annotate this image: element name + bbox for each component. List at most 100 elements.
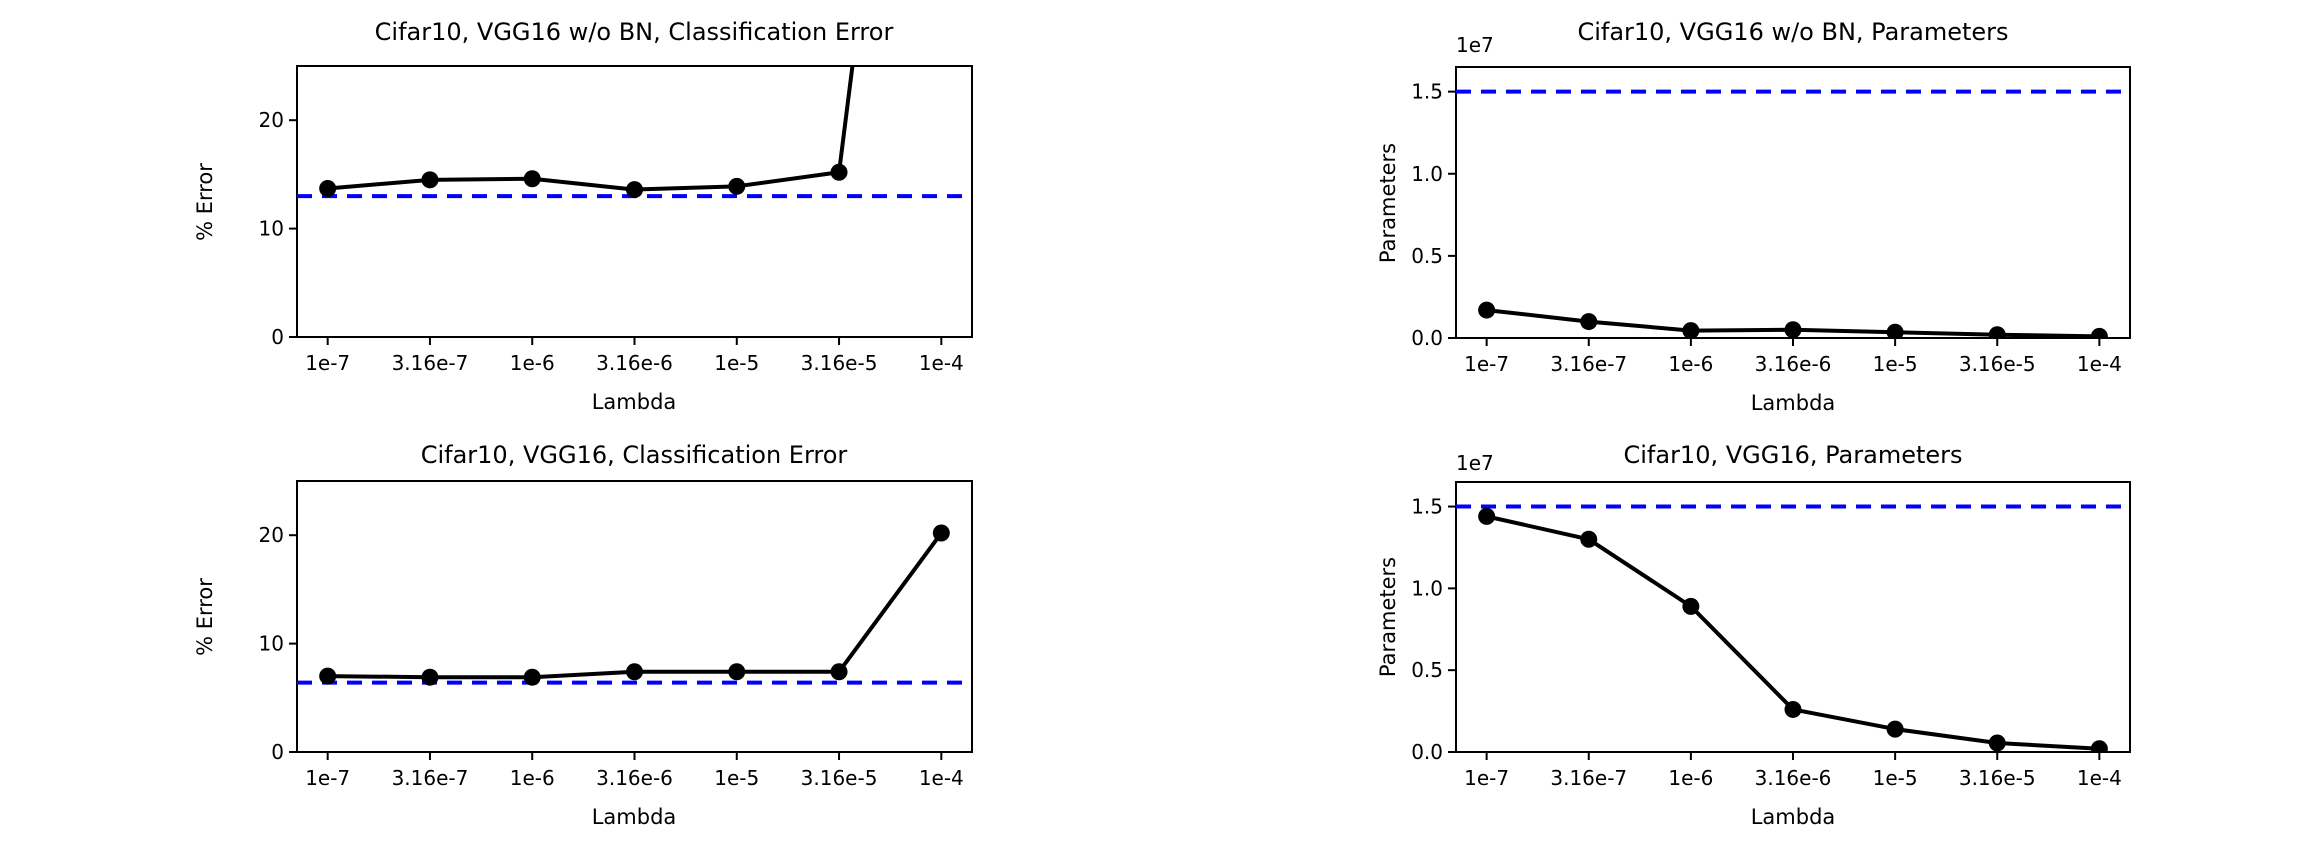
plot-area: 1e-7 3.16e-7 1e-6 3.16e-6 1e-5 3.16e-5 1e-4 0 10… [259,65,973,375]
data-series [319,524,950,686]
axes-frame [296,65,973,338]
subplot-vgg16-wo-bn-parameters: Cifar10, VGG16 w/o BN, Parameters 1e7 Pa… [1376,18,2131,415]
x-axis-label: Lambda [592,390,677,414]
data-point [1784,321,1802,338]
subplot-vgg16-parameters: Cifar10, VGG16, Parameters 1e7 Parameter… [1376,441,2131,829]
data-point [1580,530,1598,548]
x-tick-label: 3.16e-5 [1959,766,2036,790]
x-tick-label: 1e-5 [714,351,759,375]
data-point [319,179,337,197]
x-tick-label: 1e-4 [2077,352,2122,376]
x-axis-label: Lambda [1751,805,1836,829]
x-tick-label: 1e-4 [919,351,964,375]
data-point [1886,323,1904,338]
x-tick-label: 1e-7 [1464,352,1509,376]
y-tick-label: 10 [259,632,284,656]
y-axis-label: Parameters [1376,557,1400,677]
data-point [1784,700,1802,718]
y-axis-label: % Error [193,578,217,656]
x-tick-label: 1e-5 [714,766,759,790]
x-tick-label: 1e-5 [1873,766,1918,790]
x-tick-label: 3.16e-6 [596,766,673,790]
x-tick-label: 1e-5 [1873,352,1918,376]
data-point [1682,597,1700,615]
data-point [319,667,337,685]
data-point [1988,326,2006,338]
y-tick-label: 1.0 [1411,576,1443,600]
y-tick-label: 0.5 [1411,244,1443,268]
data-point [1580,313,1598,331]
data-series [1478,507,2108,752]
y-tick-label: 1.5 [1411,495,1443,519]
subplot-title: Cifar10, VGG16, Classification Error [421,441,848,469]
data-point [523,170,541,188]
y-tick-label: 1.5 [1411,80,1443,104]
data-point [523,668,541,686]
data-point [830,663,848,681]
y-tick-label: 0.5 [1411,658,1443,682]
y-tick-label: 20 [259,108,284,132]
plot-area: 1e-7 3.16e-7 1e-6 3.16e-6 1e-5 3.16e-5 1e-4 0 10… [259,480,973,790]
x-tick-label: 3.16e-5 [801,351,878,375]
x-tick-label: 1e-7 [305,351,350,375]
subplot-title: Cifar10, VGG16 w/o BN, Classification Er… [375,18,894,46]
y-tick-label: 20 [259,523,284,547]
data-point [626,663,643,681]
data-point [421,668,439,686]
y-tick-label: 0 [271,740,284,764]
y-tick-label: 0.0 [1411,326,1443,350]
x-tick-label: 1e-4 [2077,766,2122,790]
data-point [728,177,746,195]
x-tick-label: 3.16e-6 [596,351,673,375]
x-axis-label: Lambda [592,805,677,829]
data-point [421,171,439,189]
x-tick-label: 3.16e-6 [1755,766,1832,790]
y-tick-label: 1.0 [1411,162,1443,186]
y-axis-label: Parameters [1376,143,1400,263]
x-tick-label: 1e-4 [919,766,964,790]
subplot-title: Cifar10, VGG16, Parameters [1623,441,1962,469]
data-point [2090,327,2108,338]
x-tick-label: 1e-6 [510,766,555,790]
x-tick-label: 1e-6 [1668,766,1713,790]
x-tick-label: 3.16e-7 [392,351,469,375]
y-tick-label: 0 [271,325,284,349]
data-point [626,181,643,199]
x-tick-label: 1e-6 [510,351,555,375]
data-point [1682,322,1700,338]
data-point [1478,507,1496,525]
axes-frame [1455,66,2131,339]
x-tick-label: 3.16e-7 [1550,352,1627,376]
plot-area: 1e-7 3.16e-7 1e-6 3.16e-6 1e-5 3.16e-5 1e-4 0.0… [1411,66,2131,376]
y-tick-label: 10 [259,217,284,241]
subplot-vgg16-error: Cifar10, VGG16, Classification Error % E… [193,441,973,829]
subplot-title: Cifar10, VGG16 w/o BN, Parameters [1577,18,2008,46]
data-point [1478,301,1496,319]
data-point [830,163,848,181]
x-tick-label: 1e-7 [305,766,350,790]
data-series [319,66,855,199]
y-axis-label: % Error [193,163,217,241]
y-axis-offset-text: 1e7 [1456,451,1494,475]
data-point [932,524,950,542]
data-series [1478,301,2108,338]
data-point [2090,740,2108,752]
plot-area: 1e-7 3.16e-7 1e-6 3.16e-6 1e-5 3.16e-5 1e-4 0.0… [1411,481,2131,790]
y-axis-offset-text: 1e7 [1456,33,1494,57]
x-tick-label: 3.16e-7 [392,766,469,790]
x-tick-label: 3.16e-6 [1755,352,1832,376]
data-point [1988,734,2006,752]
subplot-vgg16-wo-bn-error: Cifar10, VGG16 w/o BN, Classification Er… [193,18,973,414]
data-point [728,663,746,681]
x-tick-label: 3.16e-7 [1550,766,1627,790]
x-tick-label: 3.16e-5 [1959,352,2036,376]
x-tick-label: 1e-7 [1464,766,1509,790]
y-tick-label: 0.0 [1411,740,1443,764]
axes-frame [296,480,973,753]
data-point [1886,720,1904,738]
x-tick-label: 1e-6 [1668,352,1713,376]
x-tick-label: 3.16e-5 [801,766,878,790]
x-axis-label: Lambda [1751,391,1836,415]
